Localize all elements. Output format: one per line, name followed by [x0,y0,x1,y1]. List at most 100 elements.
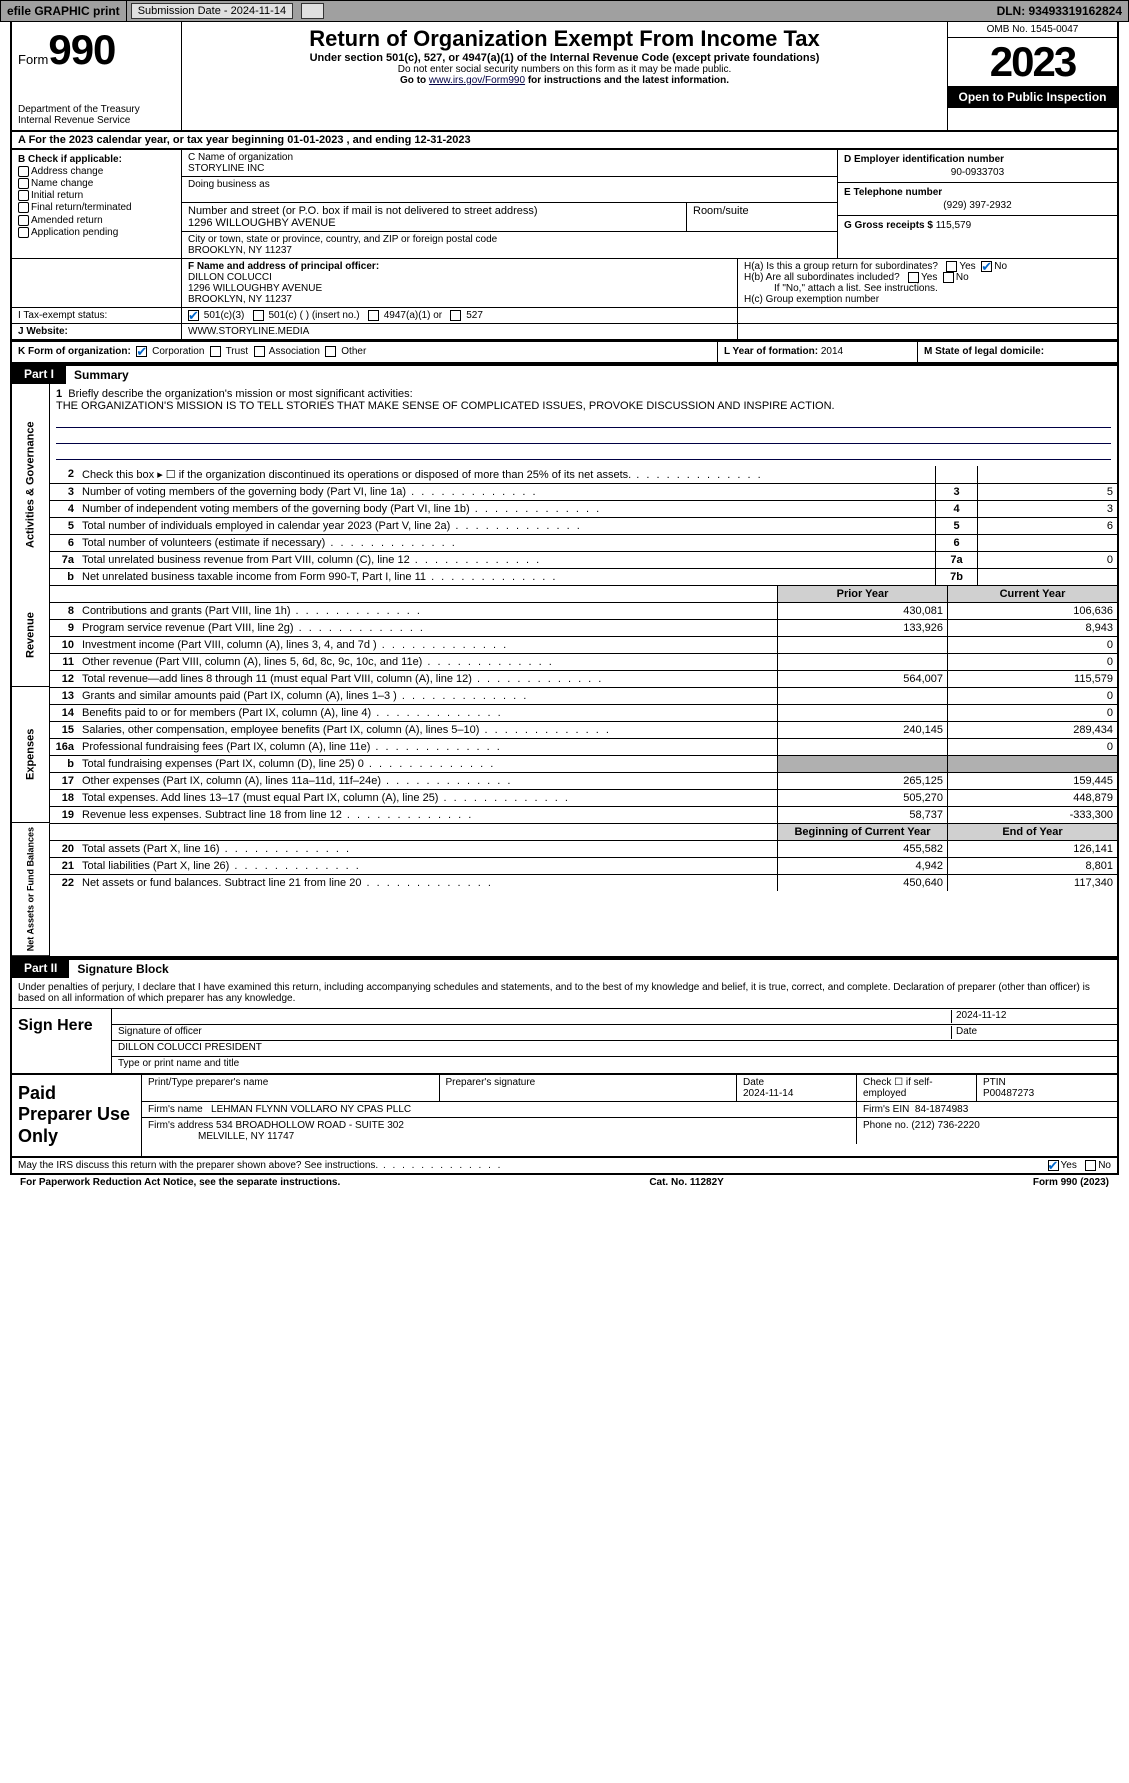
gov-row: bNet unrelated business taxable income f… [50,568,1117,585]
phone-value: (929) 397-2932 [844,200,1111,211]
period-line: A For the 2023 calendar year, or tax yea… [10,132,1119,150]
efile-text: efile GRAPHIC print [7,4,120,18]
firm-ein: 84-1874983 [915,1104,968,1115]
data-row: 14Benefits paid to or for members (Part … [50,704,1117,721]
dept-treasury: Department of the Treasury [18,104,175,115]
prep-row3: Firm's address 534 BROADHOLLOW ROAD - SU… [142,1118,1117,1144]
mission-n: 1 [56,388,62,400]
gross-value: 115,579 [936,220,971,231]
row-j: J Website: WWW.STORYLINE.MEDIA [10,324,1119,341]
prior-year-hdr: Prior Year [777,586,947,602]
org-name: STORYLINE INC [188,163,264,174]
na-header: Beginning of Current Year End of Year [50,823,1117,840]
tax-status-label: I Tax-exempt status: [12,308,182,323]
prep-row1: Print/Type preparer's name Preparer's si… [142,1075,1117,1102]
subtitle-1: Under section 501(c), 527, or 4947(a)(1)… [190,52,939,64]
sign-here-label: Sign Here [12,1009,112,1073]
header-mid: Return of Organization Exempt From Incom… [182,22,947,130]
dln-label: DLN: 93493319162824 [991,1,1128,21]
rev-header: Prior Year Current Year [50,585,1117,602]
part2-num: Part II [12,959,69,977]
row-f-h: F Name and address of principal officer:… [10,259,1119,308]
form-header: Form990 Department of the Treasury Inter… [10,22,1119,132]
end-year-hdr: End of Year [947,824,1117,840]
data-row: 15Salaries, other compensation, employee… [50,721,1117,738]
dln-text: DLN: 93493319162824 [997,4,1122,18]
part2-title: Signature Block [69,958,1117,978]
city-value: BROOKLYN, NY 11237 [188,245,292,256]
mission-lbl: Briefly describe the organization's miss… [68,388,412,400]
begin-year-hdr: Beginning of Current Year [777,824,947,840]
chk-pending[interactable]: Application pending [18,227,175,238]
data-row: 10Investment income (Part VIII, column (… [50,636,1117,653]
na-label: Net Assets or Fund Balances [12,823,50,956]
street-value: 1296 WILLOUGHBY AVENUE [188,217,336,229]
form-title: Return of Organization Exempt From Incom… [190,26,939,52]
current-year-hdr: Current Year [947,586,1117,602]
website-value: WWW.STORYLINE.MEDIA [182,324,737,339]
officer-printed-name: DILLON COLUCCI PRESIDENT [112,1041,1117,1057]
chk-address[interactable]: Address change [18,166,175,177]
discuss-no: No [1098,1160,1111,1171]
data-row: 18Total expenses. Add lines 13–17 (must … [50,789,1117,806]
data-row: 21Total liabilities (Part X, line 26)4,9… [50,857,1117,874]
footer-line: For Paperwork Reduction Act Notice, see … [10,1175,1119,1190]
data-row: 19Revenue less expenses. Subtract line 1… [50,806,1117,823]
chk-initial[interactable]: Initial return [18,190,175,201]
h-b: H(b) Are all subordinates included? Yes … [744,272,1111,283]
subtitle-2: Do not enter social security numbers on … [190,64,939,75]
officer-city: BROOKLYN, NY 11237 [188,294,292,305]
chk-amended[interactable]: Amended return [18,215,175,226]
chk-final[interactable]: Final return/terminated [18,202,175,213]
tax-status-opts: 501(c)(3) 501(c) ( ) (insert no.) 4947(a… [182,308,737,323]
goto-post: for instructions and the latest informat… [528,75,729,86]
ein-label: D Employer identification number [844,154,1004,165]
website-label: J Website: [18,326,68,337]
gross-label: G Gross receipts $ [844,220,933,231]
firm-addr2: MELVILLE, NY 11747 [198,1131,294,1142]
part1-header: Part I Summary [10,364,1119,384]
part2-header: Part II Signature Block [10,958,1119,978]
h-a: H(a) Is this a group return for subordin… [744,261,1111,272]
officer-street: 1296 WILLOUGHBY AVENUE [188,283,322,294]
mission-row: 1 Briefly describe the organization's mi… [50,384,1117,466]
dba-label: Doing business as [188,179,270,190]
omb-number: OMB No. 1545-0047 [948,22,1117,38]
form-word: Form [18,52,48,67]
sign-here-block: Sign Here 2024-11-12 Signature of office… [10,1008,1119,1075]
h-c: H(c) Group exemption number [744,294,1111,305]
row-klm: K Form of organization: Corporation Trus… [10,341,1119,363]
box-b-label: B Check if applicable: [18,154,122,165]
box-c: C Name of organization STORYLINE INC Doi… [182,150,837,258]
gov-row: 3Number of voting members of the governi… [50,483,1117,500]
chk-name[interactable]: Name change [18,178,175,189]
street-label: Number and street (or P.O. box if mail i… [188,205,538,217]
data-row: 8Contributions and grants (Part VIII, li… [50,602,1117,619]
footer-left: For Paperwork Reduction Act Notice, see … [20,1177,340,1188]
sig-date-label: Date [951,1026,1111,1039]
sig-officer-label: Signature of officer [118,1026,951,1039]
data-row: 17Other expenses (Part IX, column (A), l… [50,772,1117,789]
officer-label: F Name and address of principal officer: [188,261,379,272]
prep-name-lbl: Print/Type preparer's name [142,1075,440,1101]
box-f: F Name and address of principal officer:… [182,259,737,307]
mission-text: THE ORGANIZATION'S MISSION IS TO TELL ST… [56,400,835,412]
gov-row: 7aTotal unrelated business revenue from … [50,551,1117,568]
data-row: 20Total assets (Part X, line 16)455,5821… [50,840,1117,857]
header-right: OMB No. 1545-0047 2023 Open to Public In… [947,22,1117,130]
part1-title: Summary [66,364,1117,384]
submission-button[interactable]: Submission Date - 2024-11-14 [131,3,293,19]
part1-num: Part I [12,365,66,383]
irs-link[interactable]: www.irs.gov/Form990 [429,75,525,86]
header-left: Form990 Department of the Treasury Inter… [12,22,182,130]
form-number: 990 [48,26,115,73]
box-k: K Form of organization: Corporation Trus… [12,342,717,361]
discuss-text: May the IRS discuss this return with the… [18,1160,378,1171]
blank-button[interactable] [301,3,324,19]
data-row: 9Program service revenue (Part VIII, lin… [50,619,1117,636]
gov-row: 2Check this box ▸ ☐ if the organization … [50,466,1117,483]
top-toolbar: efile GRAPHIC print Submission Date - 20… [0,0,1129,22]
firm-name: LEHMAN FLYNN VOLLARO NY CPAS PLLC [211,1104,411,1115]
city-label: City or town, state or province, country… [188,234,497,245]
signature-declaration: Under penalties of perjury, I declare th… [10,978,1119,1008]
